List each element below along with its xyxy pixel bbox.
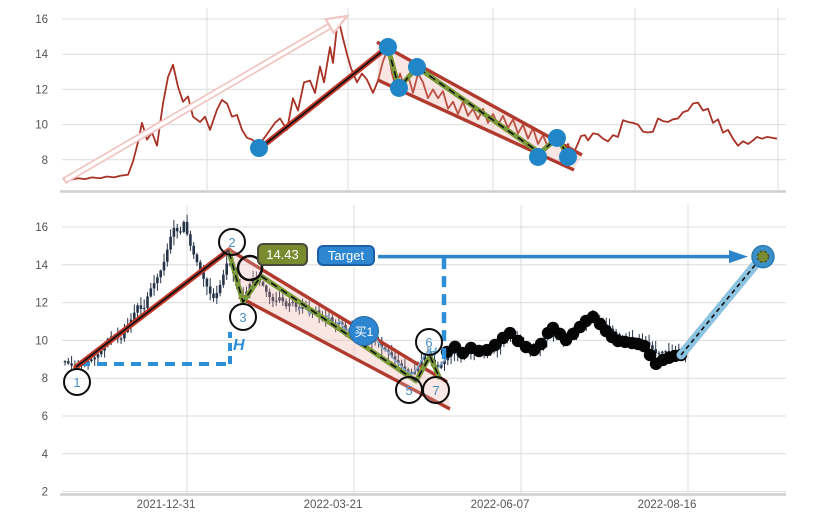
projection [676, 252, 767, 360]
pivot-dot [548, 128, 566, 147]
ma-dot [534, 337, 548, 351]
pivot-dot [379, 37, 397, 56]
ma-dot-trail [440, 310, 688, 371]
bottom-y-tick-label: 6 [42, 411, 48, 423]
x-tick-label: 2022-03-21 [304, 499, 363, 511]
pivot-point-circle-7: 7 [422, 376, 450, 404]
pivot-point-circle-1: 1 [63, 368, 91, 396]
target-end-marker [751, 244, 775, 269]
x-tick-label: 2022-06-07 [471, 499, 530, 511]
bottom-y-tick-label: 8 [42, 373, 48, 385]
ma-dot [488, 338, 502, 352]
bottom-y-tick-label: 14 [35, 260, 48, 272]
pivot-point-circle-3: 3 [229, 303, 257, 331]
top-y-tick-label: 14 [35, 49, 48, 61]
bottom-y-tick-label: 12 [35, 298, 48, 310]
pivot-point-circle-5: 5 [395, 376, 423, 404]
pivot-dot [529, 147, 547, 166]
target-arrow [378, 250, 748, 264]
impulse-arrow [62, 14, 350, 184]
ma-dot [637, 339, 651, 353]
pivot-dot [408, 58, 426, 77]
bottom-up-trendline [73, 247, 232, 370]
top-channel [376, 40, 583, 172]
target-label: Target [317, 245, 375, 266]
x-axis-labels: 2021-12-31 2022-03-21 2022-06-07 2022-08-16 [137, 499, 697, 511]
x-tick-label: 2022-08-16 [638, 499, 697, 511]
pivot-point-circle-2: 2 [218, 228, 246, 256]
top-grid: 8 10 12 14 16 [35, 8, 786, 193]
bottom-y-tick-label: 4 [42, 449, 49, 461]
pivot-point-circle-6: 6 [415, 328, 443, 356]
ma-dot [643, 348, 657, 362]
hidden-pivot-circle [236, 254, 264, 282]
pivot-dot [559, 147, 577, 166]
top-pivot-dots [250, 37, 577, 166]
pivot-dot [390, 78, 408, 97]
pivot-dot [250, 139, 268, 158]
top-y-tick-label: 16 [35, 14, 48, 26]
top-y-tick-label: 10 [35, 120, 48, 132]
ma-dot [503, 326, 517, 340]
bottom-zigzag [226, 251, 443, 384]
bottom-y-tick-label: 16 [35, 222, 48, 234]
bottom-y-tick-label: 10 [35, 335, 48, 347]
buy-signal-badge: 买1 [349, 316, 379, 346]
x-tick-label: 2021-12-31 [137, 499, 196, 511]
top-y-tick-label: 8 [42, 155, 48, 167]
measured-height-label: 14.43 [257, 243, 308, 266]
top-up-trendline [256, 43, 392, 152]
top-price-line [62, 16, 778, 181]
bottom-y-tick-label: 2 [42, 487, 48, 499]
height-measure-h-marker: H [233, 337, 245, 354]
height-measure [80, 331, 232, 367]
top-y-tick-label: 12 [35, 84, 48, 96]
